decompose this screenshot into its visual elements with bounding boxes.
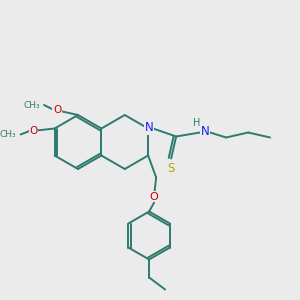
Text: O: O [29,125,38,136]
Text: CH₃: CH₃ [23,100,40,109]
Text: N: N [145,121,154,134]
Text: CH₃: CH₃ [0,130,16,139]
Text: N: N [201,125,209,138]
Text: O: O [150,191,158,202]
Text: S: S [167,162,175,175]
Text: O: O [53,105,61,115]
Text: H: H [194,118,201,128]
